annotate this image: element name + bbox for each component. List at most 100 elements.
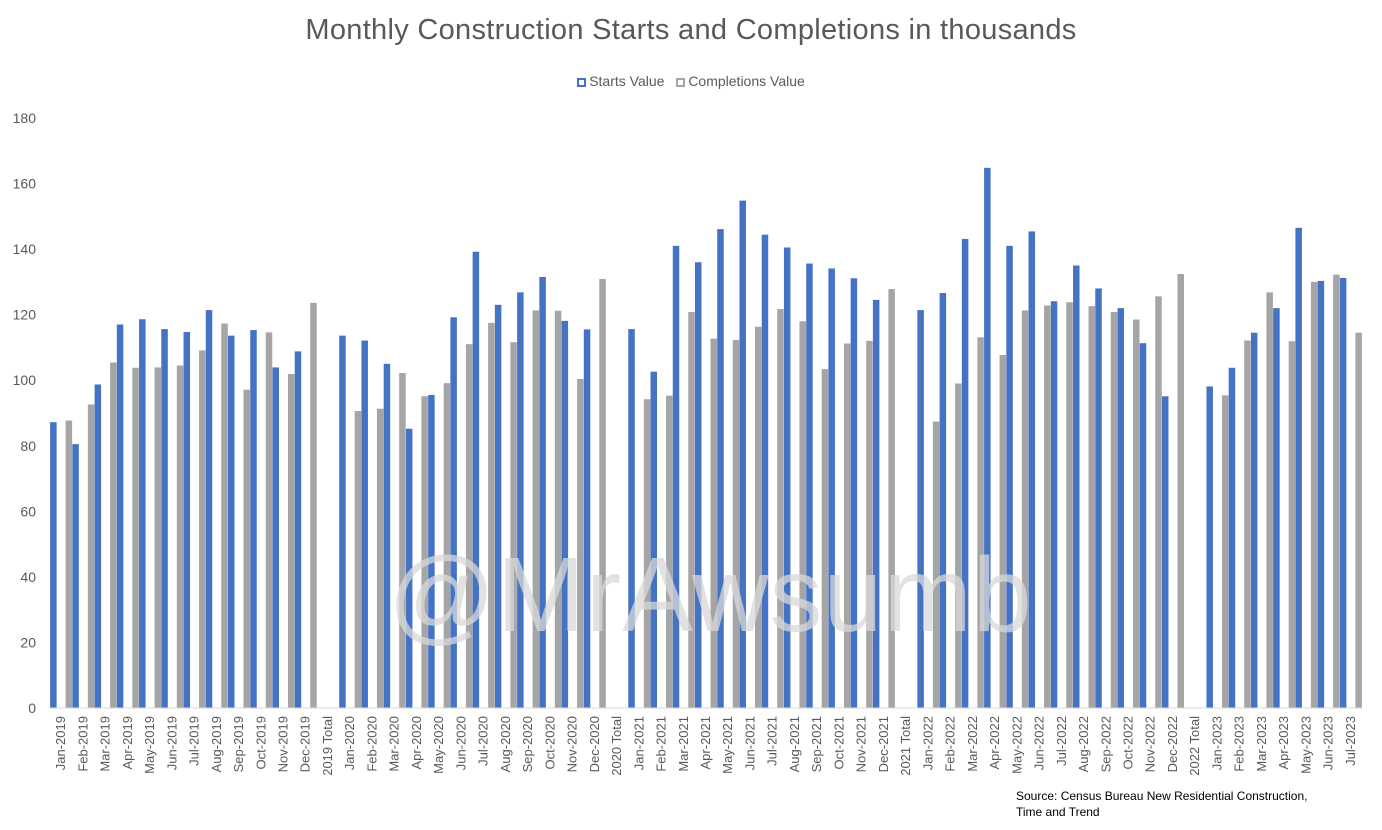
completions-bar[interactable] — [199, 350, 206, 708]
starts-bar[interactable] — [494, 304, 502, 708]
starts-bar[interactable] — [761, 234, 769, 708]
completions-bar[interactable] — [1110, 312, 1118, 708]
completions-bar[interactable] — [1266, 292, 1273, 708]
completions-bar[interactable] — [1310, 281, 1318, 708]
completions-bar[interactable] — [977, 337, 984, 708]
starts-bar[interactable] — [984, 167, 991, 709]
completions-bar[interactable] — [1355, 332, 1362, 708]
legend-item-completions[interactable]: Completions Value — [676, 73, 805, 89]
starts-bar[interactable] — [405, 428, 413, 708]
completions-bar[interactable] — [221, 323, 228, 708]
completions-bar[interactable] — [399, 373, 406, 708]
completions-bar[interactable] — [1021, 310, 1029, 708]
starts-bar[interactable] — [339, 335, 346, 708]
starts-bar[interactable] — [850, 278, 858, 708]
starts-bar[interactable] — [961, 238, 969, 708]
starts-bar[interactable] — [383, 363, 391, 708]
completions-bar[interactable] — [110, 362, 117, 708]
completions-bar[interactable] — [287, 373, 295, 708]
starts-bar[interactable] — [72, 444, 79, 708]
completions-bar[interactable] — [1155, 296, 1162, 708]
starts-bar[interactable] — [1161, 396, 1169, 708]
starts-bar[interactable] — [828, 268, 835, 708]
starts-bar[interactable] — [1273, 308, 1280, 708]
completions-bar[interactable] — [999, 354, 1007, 708]
starts-bar[interactable] — [50, 422, 57, 708]
starts-bar[interactable] — [872, 299, 880, 708]
completions-bar[interactable] — [643, 399, 651, 708]
completions-bar[interactable] — [554, 310, 562, 708]
starts-bar[interactable] — [1095, 288, 1102, 708]
completions-bar[interactable] — [1133, 319, 1140, 708]
starts-bar[interactable] — [1250, 332, 1258, 708]
completions-bar[interactable] — [1066, 302, 1073, 708]
starts-bar[interactable] — [539, 276, 546, 708]
starts-bar[interactable] — [1206, 386, 1213, 708]
starts-bar[interactable] — [94, 384, 102, 708]
completions-bar[interactable] — [176, 365, 184, 708]
completions-bar[interactable] — [265, 332, 273, 708]
starts-bar[interactable] — [561, 320, 569, 708]
starts-bar[interactable] — [717, 229, 724, 708]
starts-bar[interactable] — [1073, 265, 1080, 709]
completions-bar[interactable] — [866, 340, 873, 708]
starts-bar[interactable] — [361, 340, 368, 708]
starts-bar[interactable] — [783, 247, 791, 708]
completions-bar[interactable] — [932, 421, 940, 708]
completions-bar[interactable] — [354, 411, 362, 708]
starts-bar[interactable] — [272, 367, 279, 708]
completions-bar[interactable] — [87, 404, 95, 708]
starts-bar[interactable] — [183, 332, 191, 708]
completions-bar[interactable] — [243, 389, 251, 708]
starts-bar[interactable] — [205, 310, 213, 708]
completions-bar[interactable] — [1044, 305, 1051, 708]
completions-bar[interactable] — [888, 289, 895, 708]
completions-bar[interactable] — [421, 396, 428, 708]
starts-bar[interactable] — [739, 200, 746, 708]
starts-bar[interactable] — [1317, 280, 1325, 708]
starts-bar[interactable] — [517, 292, 524, 708]
legend-item-starts[interactable]: Starts Value — [577, 73, 664, 89]
starts-bar[interactable] — [1028, 231, 1036, 708]
starts-bar[interactable] — [1339, 277, 1347, 708]
starts-bar[interactable] — [628, 329, 635, 708]
completions-bar[interactable] — [443, 383, 451, 708]
completions-bar[interactable] — [1288, 341, 1296, 708]
completions-bar[interactable] — [132, 367, 139, 708]
starts-bar[interactable] — [672, 245, 680, 709]
starts-bar[interactable] — [806, 263, 813, 708]
completions-bar[interactable] — [65, 420, 73, 708]
completions-bar[interactable] — [843, 343, 851, 708]
completions-bar[interactable] — [777, 309, 784, 708]
starts-bar[interactable] — [1228, 367, 1236, 708]
completions-bar[interactable] — [488, 322, 495, 708]
starts-bar[interactable] — [695, 262, 702, 708]
starts-bar[interactable] — [1139, 343, 1147, 708]
completions-bar[interactable] — [955, 383, 962, 709]
completions-bar[interactable] — [1244, 340, 1251, 708]
starts-bar[interactable] — [472, 251, 480, 708]
completions-bar[interactable] — [532, 310, 540, 708]
starts-bar[interactable] — [1006, 245, 1013, 709]
starts-bar[interactable] — [1117, 308, 1125, 708]
completions-bar[interactable] — [732, 339, 740, 708]
starts-bar[interactable] — [428, 394, 435, 708]
starts-bar[interactable] — [917, 310, 924, 708]
completions-bar[interactable] — [1088, 306, 1096, 708]
starts-bar[interactable] — [583, 329, 591, 708]
completions-bar[interactable] — [577, 378, 584, 708]
completions-bar[interactable] — [666, 395, 673, 708]
starts-bar[interactable] — [161, 329, 168, 708]
starts-bar[interactable] — [294, 351, 302, 708]
completions-bar[interactable] — [821, 369, 829, 708]
completions-bar[interactable] — [310, 302, 317, 708]
completions-bar[interactable] — [1177, 274, 1184, 708]
starts-bar[interactable] — [228, 335, 235, 708]
completions-bar[interactable] — [465, 344, 473, 708]
starts-bar[interactable] — [450, 317, 457, 708]
completions-bar[interactable] — [1221, 395, 1229, 708]
starts-bar[interactable] — [939, 293, 947, 708]
starts-bar[interactable] — [1295, 227, 1302, 709]
starts-bar[interactable] — [139, 319, 146, 708]
completions-bar[interactable] — [688, 312, 695, 708]
